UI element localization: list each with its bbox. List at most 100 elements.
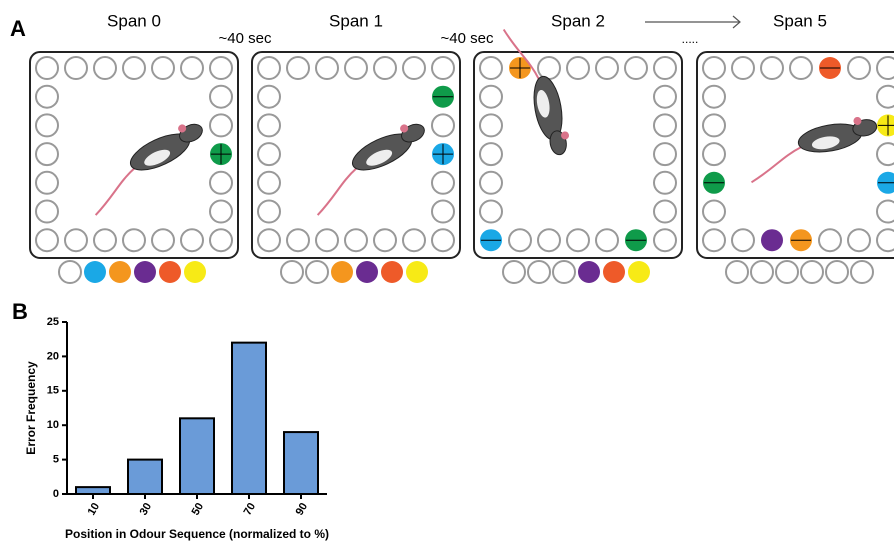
odour-well — [596, 229, 618, 251]
sequence-well — [851, 261, 873, 283]
odour-well — [848, 229, 870, 251]
odour-well — [210, 201, 232, 223]
rat — [76, 117, 216, 215]
rat — [744, 114, 883, 182]
odour-well — [316, 57, 338, 79]
sequence-well — [134, 261, 156, 283]
odour-well — [181, 57, 203, 79]
x-axis-label: Position in Odour Sequence (normalized t… — [65, 527, 329, 541]
odour-well — [432, 201, 454, 223]
sequence-well — [109, 261, 131, 283]
y-tick-label: 20 — [47, 350, 59, 362]
odour-well — [761, 57, 783, 79]
span-label: Span 0 — [107, 11, 161, 30]
odour-well — [258, 229, 280, 251]
odour-well — [596, 57, 618, 79]
bar — [232, 343, 266, 494]
odour-well — [36, 86, 58, 108]
sequence-well — [306, 261, 328, 283]
odour-well — [654, 143, 676, 165]
odour-well — [287, 229, 309, 251]
odour-well — [790, 57, 812, 79]
odour-well — [654, 57, 676, 79]
odour-well — [258, 143, 280, 165]
y-tick-label: 10 — [47, 419, 59, 431]
sequence-well — [528, 261, 550, 283]
odour-well — [877, 86, 894, 108]
odour-well — [36, 143, 58, 165]
bar — [76, 487, 110, 494]
sequence-well — [84, 261, 106, 283]
odour-well — [480, 172, 502, 194]
sequence-well — [406, 261, 428, 283]
sequence-well — [603, 261, 625, 283]
odour-well — [509, 229, 531, 251]
odour-well — [210, 172, 232, 194]
odour-well — [538, 57, 560, 79]
panel-label: B — [12, 299, 28, 324]
odour-well — [848, 57, 870, 79]
odour-well — [654, 201, 676, 223]
odour-well — [316, 229, 338, 251]
odour-well — [654, 229, 676, 251]
odour-well — [65, 229, 87, 251]
odour-well — [480, 86, 502, 108]
odour-well — [403, 57, 425, 79]
odour-well — [287, 57, 309, 79]
y-tick-label: 15 — [47, 385, 59, 397]
odour-well — [36, 229, 58, 251]
span-label: Span 1 — [329, 11, 383, 30]
odour-well — [36, 57, 58, 79]
odour-well — [538, 229, 560, 251]
odour-well — [374, 57, 396, 79]
odour-well — [152, 229, 174, 251]
sequence-well — [381, 261, 403, 283]
x-tick-label: 70 — [242, 501, 259, 518]
odour-well — [703, 201, 725, 223]
odour-well — [94, 57, 116, 79]
sequence-well — [159, 261, 181, 283]
arrow — [645, 16, 740, 28]
odour-well — [258, 57, 280, 79]
sequence-well — [553, 261, 575, 283]
x-tick-label: 10 — [86, 501, 103, 518]
y-tick-label: 0 — [53, 488, 59, 500]
panel-label: A — [10, 16, 26, 41]
arenas — [30, 22, 894, 283]
odour-well — [258, 114, 280, 136]
span-label: Span 5 — [773, 11, 827, 30]
odour-well — [181, 229, 203, 251]
odour-well — [65, 57, 87, 79]
odour-well — [819, 229, 841, 251]
odour-well — [625, 57, 647, 79]
span-label: Span 2 — [551, 11, 605, 30]
odour-well — [877, 57, 894, 79]
odour-well — [432, 114, 454, 136]
odour-well — [567, 229, 589, 251]
odour-well — [703, 86, 725, 108]
odour-well — [258, 172, 280, 194]
odour-well — [345, 229, 367, 251]
odour-well — [703, 229, 725, 251]
sequence-well — [331, 261, 353, 283]
odour-well — [761, 229, 783, 251]
odour-well — [480, 143, 502, 165]
odour-well — [432, 229, 454, 251]
odour-well — [258, 86, 280, 108]
sequence-well — [578, 261, 600, 283]
y-tick-label: 5 — [53, 454, 59, 466]
odour-well — [36, 201, 58, 223]
sequence-well — [726, 261, 748, 283]
page: A Span 0 Span 1 Span 2 Span 5 ~40 sec ~4… — [0, 0, 894, 545]
y-axis-label: Error Frequency — [24, 361, 38, 455]
odour-well — [567, 57, 589, 79]
bar — [284, 432, 318, 494]
odour-well — [432, 57, 454, 79]
sequence-well — [184, 261, 206, 283]
odour-well — [432, 172, 454, 194]
x-tick-label: 30 — [138, 501, 155, 518]
rat — [298, 117, 438, 215]
odour-well — [877, 201, 894, 223]
odour-well — [403, 229, 425, 251]
